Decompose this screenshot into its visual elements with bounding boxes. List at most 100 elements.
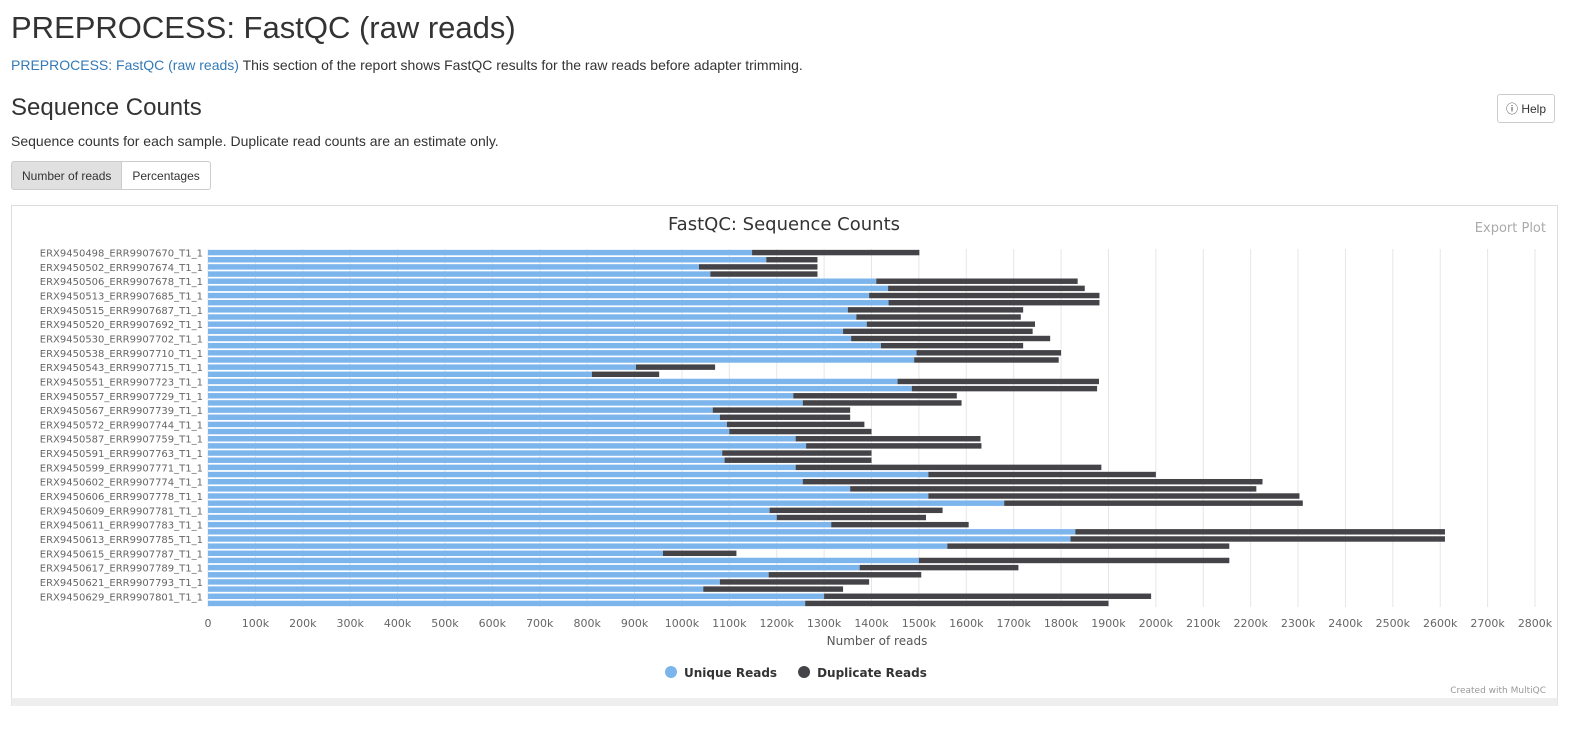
bar [724,457,872,463]
bar [914,357,1059,363]
bar [795,436,981,442]
bar [856,314,1021,320]
bar [793,393,957,399]
y-tick-label: ERX9450591_ERR9907763_T1_1 [40,449,203,460]
toggle-button[interactable]: Percentages [122,161,211,190]
bar [712,407,851,413]
bar [208,407,713,413]
toggle-button[interactable]: Number of reads [11,161,123,190]
intro-link[interactable]: PREPROCESS: FastQC (raw reads) [11,57,239,73]
bar [208,529,1076,535]
bar [208,428,730,435]
bar [208,450,723,456]
credit: Created with MultiQC [1450,686,1546,696]
bar [726,421,865,428]
x-tick-label: 2700k [1470,617,1505,630]
toggle-group: Number of reads Percentages [11,161,211,190]
y-tick-label: ERX9450609_ERR9907781_T1_1 [40,506,203,517]
bar [824,593,1152,599]
bar [897,378,1099,385]
bar [888,285,1085,292]
y-tick-label: ERX9450613_ERR9907785_T1_1 [40,535,203,546]
x-tick-label: 900k [621,617,649,630]
y-tick-label: ERX9450515_ERR9907687_T1_1 [40,306,203,317]
bar [208,364,636,370]
help-label: Help [1521,102,1547,116]
bar [208,593,825,599]
x-tick-label: 2600k [1423,617,1458,630]
bar [928,493,1300,499]
bar [208,514,777,521]
bar [208,321,867,327]
bar [208,579,720,585]
bar [208,385,912,392]
bar [208,436,796,442]
x-tick-label: 1600k [949,617,984,630]
bar [208,278,877,284]
y-tick-label: ERX9450615_ERR9907787_T1_1 [40,549,203,560]
x-tick-label: 600k [479,617,507,630]
bar [208,307,848,313]
bar [208,557,919,564]
bar [208,393,794,399]
legend-label: Duplicate Reads [817,666,927,680]
resize-handle [11,698,1558,706]
bar [208,314,857,320]
y-tick-label: ERX9450617_ERR9907789_T1_1 [40,564,203,575]
section-title: Sequence Counts [11,94,202,121]
bar [729,428,872,435]
bar [208,486,851,492]
bar [208,507,770,514]
bar [722,450,872,456]
bar [876,278,1078,284]
bar [208,299,889,306]
bar [911,385,1098,392]
bar [208,550,663,557]
y-tick-label: ERX9450557_ERR9907729_T1_1 [40,392,203,403]
y-tick-label: ERX9450602_ERR9907774_T1_1 [40,478,203,489]
bar [208,378,898,385]
bar [847,307,1024,313]
bar [208,471,929,478]
y-tick-label: ERX9450506_ERR9907678_T1_1 [40,277,203,288]
bar [208,543,948,549]
bar [208,264,699,270]
bar [208,464,796,471]
export-button[interactable]: Export Plot [1475,221,1546,236]
bar [208,600,806,607]
bar [866,321,1036,327]
chart-title: FastQC: Sequence Counts [668,214,900,235]
bar [802,400,962,406]
y-tick-label: ERX9450621_ERR9907793_T1_1 [40,578,203,589]
bar [805,600,1109,607]
x-tick-label: 2000k [1139,617,1174,630]
bar [208,586,704,592]
bar [795,464,1102,471]
bar [806,443,982,449]
bar [888,299,1100,306]
x-tick-label: 1200k [760,617,795,630]
bar [208,421,727,428]
page-title: PREPROCESS: FastQC (raw reads) [11,10,516,45]
y-tick-label: ERX9450502_ERR9907674_T1_1 [40,263,203,274]
bar [752,249,920,256]
x-tick-label: 800k [573,617,601,630]
x-tick-label: 1100k [712,617,747,630]
x-axis-label: Number of reads [827,634,928,648]
help-button[interactable]: ⓘ Help [1497,94,1555,123]
x-tick-label: 2400k [1328,617,1363,630]
bar [208,292,870,299]
y-tick-label: ERX9450587_ERR9907759_T1_1 [40,435,203,446]
y-tick-label: ERX9450543_ERR9907715_T1_1 [40,363,203,374]
x-tick-label: 200k [289,617,317,630]
bar [1075,529,1445,535]
y-tick-label: ERX9450567_ERR9907739_T1_1 [40,406,203,417]
bar [719,414,851,420]
y-tick-label: ERX9450551_ERR9907723_T1_1 [40,377,203,388]
bar [769,507,943,514]
intro: PREPROCESS: FastQC (raw reads) This sect… [11,57,803,73]
x-tick-label: 2300k [1281,617,1316,630]
bar [635,364,716,370]
x-tick-label: 2100k [1186,617,1221,630]
legend-label: Unique Reads [684,666,777,680]
